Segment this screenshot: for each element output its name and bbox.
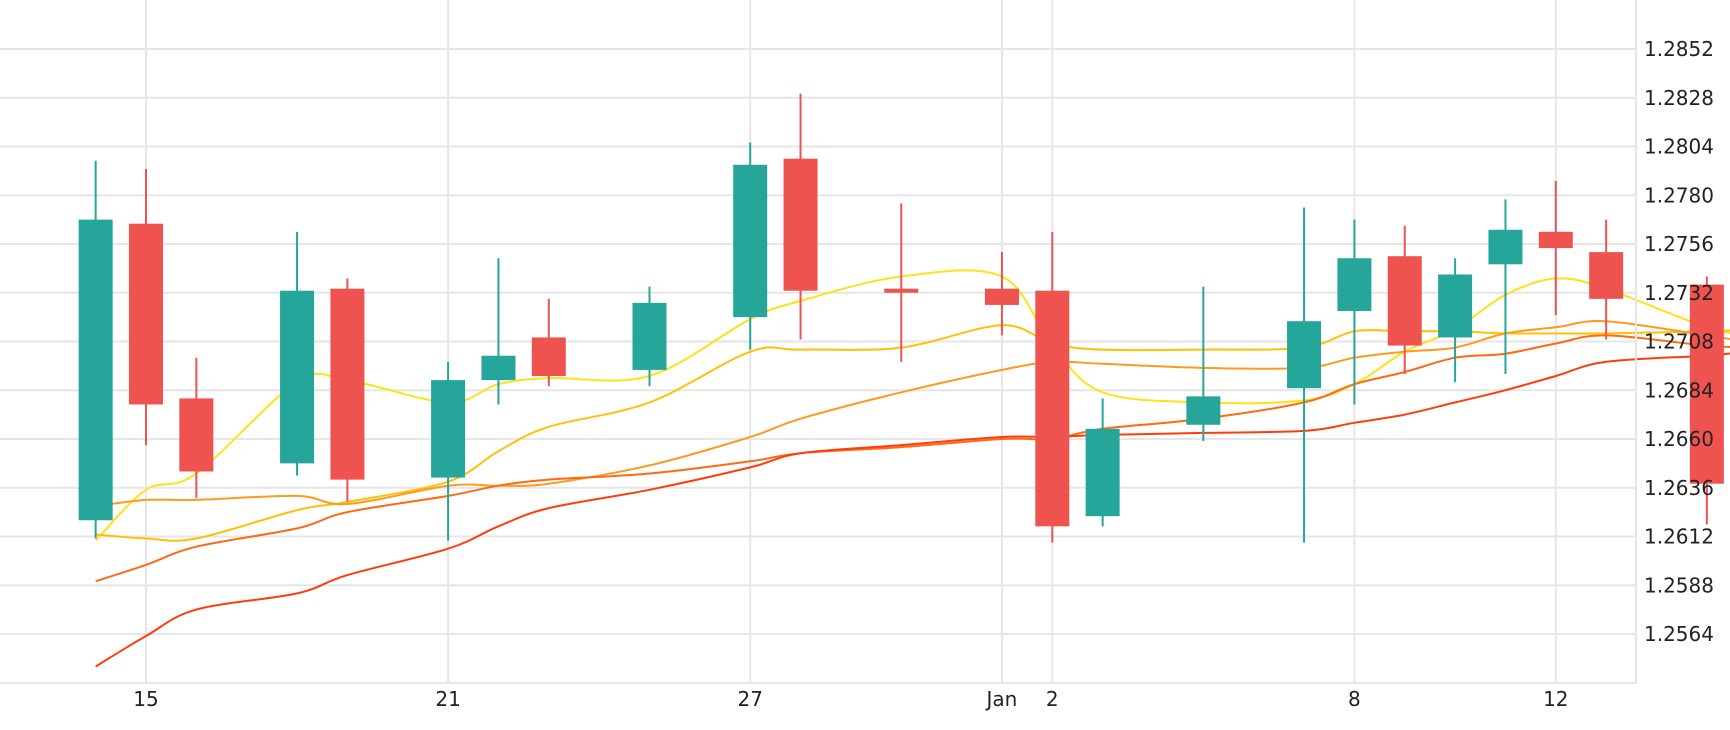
y-tick-label: 1.2708 bbox=[1644, 330, 1714, 354]
candle bbox=[1337, 219, 1372, 405]
x-tick-label: Jan bbox=[985, 687, 1018, 711]
moving-average-line bbox=[95, 319, 1730, 507]
candle bbox=[1589, 219, 1624, 340]
y-tick-label: 1.2828 bbox=[1644, 86, 1714, 110]
candle-body bbox=[481, 355, 516, 381]
y-tick-label: 1.2612 bbox=[1644, 525, 1714, 549]
candle-body bbox=[129, 223, 163, 405]
candle-body bbox=[884, 288, 919, 293]
axes: 1.2564 1.2588 1.2612 1.2636 1.2660 1.2684 1.27… bbox=[0, 0, 1714, 711]
y-tick-label: 1.2804 bbox=[1644, 135, 1714, 159]
y-tick-label: 1.2756 bbox=[1644, 232, 1714, 256]
grid bbox=[0, 0, 1636, 683]
candle bbox=[531, 298, 566, 387]
y-tick-label: 1.2852 bbox=[1644, 37, 1714, 61]
candle bbox=[481, 258, 516, 405]
candle bbox=[129, 168, 163, 446]
candle bbox=[1186, 286, 1221, 442]
candle bbox=[632, 286, 667, 387]
candle-body bbox=[1035, 290, 1070, 527]
candle bbox=[1689, 276, 1724, 525]
candle-body bbox=[1689, 284, 1724, 484]
candle-body bbox=[531, 337, 566, 377]
candle-body bbox=[330, 288, 365, 480]
x-tick-label: 2 bbox=[1046, 687, 1059, 711]
candle bbox=[1085, 398, 1120, 527]
y-tick-label: 1.2636 bbox=[1644, 476, 1714, 500]
x-tick-label: 12 bbox=[1543, 687, 1568, 711]
candle bbox=[1387, 225, 1422, 374]
candle bbox=[1287, 207, 1322, 543]
candle bbox=[1035, 231, 1070, 543]
candle bbox=[1538, 181, 1573, 316]
candles bbox=[78, 93, 1724, 543]
candle bbox=[330, 278, 365, 502]
candle bbox=[78, 160, 113, 539]
candle-body bbox=[632, 302, 667, 370]
candle-body bbox=[1085, 428, 1120, 517]
y-tick-label: 1.2660 bbox=[1644, 427, 1714, 451]
candle bbox=[733, 142, 768, 350]
moving-average-lines bbox=[94, 269, 1730, 668]
candle-body bbox=[78, 219, 113, 521]
candle bbox=[280, 231, 315, 476]
candle bbox=[884, 203, 919, 362]
candle-body bbox=[179, 398, 214, 472]
y-tick-label: 1.2588 bbox=[1644, 573, 1714, 597]
candle-body bbox=[984, 288, 1019, 305]
y-tick-label: 1.2780 bbox=[1644, 183, 1714, 207]
candle bbox=[1438, 258, 1473, 383]
y-tick-label: 1.2684 bbox=[1644, 378, 1714, 402]
y-tick-label: 1.2732 bbox=[1644, 281, 1714, 305]
candle-body bbox=[1488, 229, 1523, 265]
candle-body bbox=[1387, 256, 1422, 346]
candle-body bbox=[1186, 396, 1221, 425]
x-tick-label: 8 bbox=[1348, 687, 1361, 711]
candle-body bbox=[733, 164, 768, 318]
candle-body bbox=[1589, 252, 1624, 299]
candle-body bbox=[431, 380, 466, 478]
moving-average-line bbox=[94, 269, 1730, 542]
candle bbox=[431, 361, 466, 541]
y-tick-label: 1.2564 bbox=[1644, 622, 1714, 646]
candle bbox=[984, 252, 1019, 336]
moving-average-line bbox=[95, 334, 1730, 583]
candle bbox=[1488, 199, 1523, 374]
candle-body bbox=[1287, 321, 1322, 389]
candle bbox=[179, 357, 214, 498]
candle bbox=[783, 93, 818, 340]
candle-body bbox=[1337, 258, 1372, 312]
x-tick-label: 27 bbox=[737, 687, 762, 711]
x-tick-label: 15 bbox=[133, 687, 158, 711]
x-tick-label: 21 bbox=[435, 687, 460, 711]
candle-body bbox=[280, 290, 315, 464]
candle-body bbox=[1438, 274, 1473, 338]
moving-average-line bbox=[95, 324, 1730, 542]
moving-average-line bbox=[95, 352, 1730, 668]
candle-body bbox=[1538, 231, 1573, 249]
candle-body bbox=[783, 158, 818, 291]
